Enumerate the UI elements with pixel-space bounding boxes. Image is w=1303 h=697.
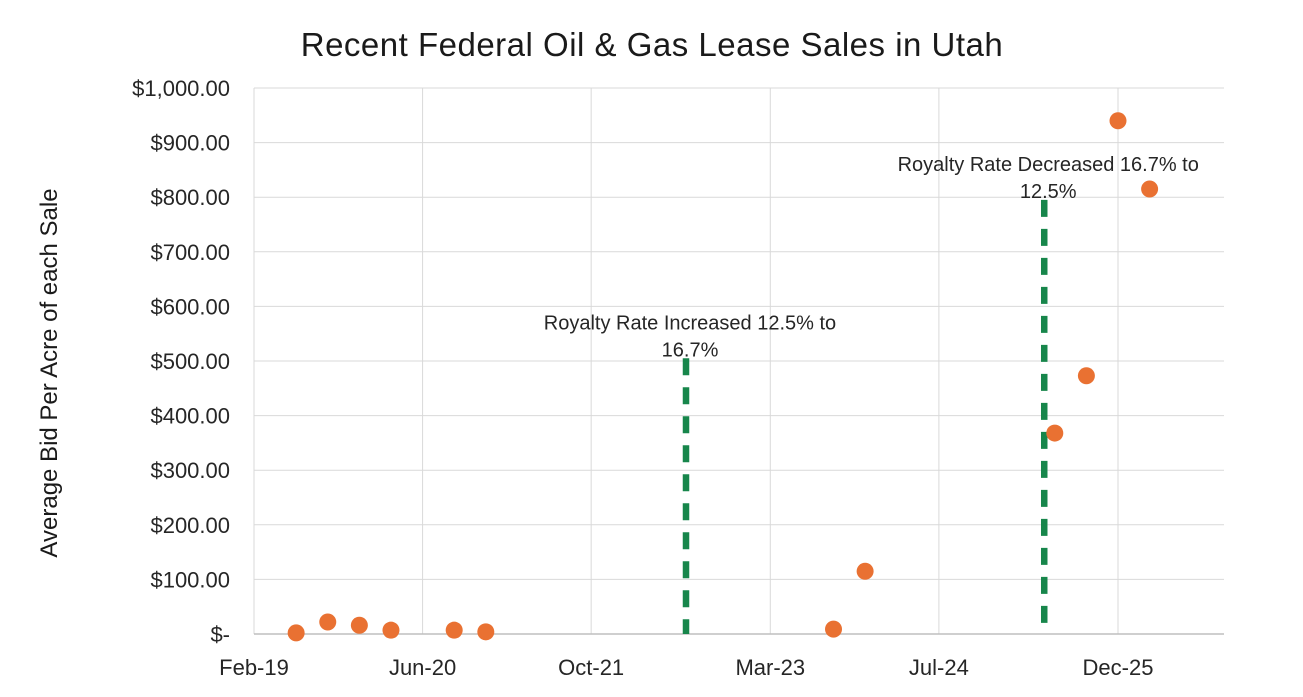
data-point bbox=[856, 562, 874, 580]
annotation-text-line1: Royalty Rate Decreased 16.7% to bbox=[898, 154, 1199, 176]
y-tick-label: $800.00 bbox=[150, 185, 230, 210]
x-tick-label: Oct-21 bbox=[558, 655, 624, 680]
data-point bbox=[445, 621, 463, 639]
y-tick-label: $700.00 bbox=[150, 240, 230, 265]
data-point bbox=[477, 623, 495, 641]
x-tick-label: Feb-19 bbox=[219, 655, 289, 680]
y-tick-label: $200.00 bbox=[150, 513, 230, 538]
x-tick-label: Jul-24 bbox=[909, 655, 969, 680]
y-tick-label: $300.00 bbox=[150, 458, 230, 483]
annotation-text-line2: 12.5% bbox=[1020, 181, 1077, 203]
x-tick-labels: Feb-19 Jun-20 Oct-21 Mar-23 Jul-24 Dec-25 bbox=[219, 655, 1153, 680]
data-point bbox=[1077, 367, 1095, 385]
x-tick-label: Mar-23 bbox=[735, 655, 805, 680]
y-tick-label: $400.00 bbox=[150, 404, 230, 429]
annotation-text-line2: 16.7% bbox=[662, 339, 719, 361]
annotation-lines bbox=[682, 199, 1048, 634]
x-tick-label: Dec-25 bbox=[1083, 655, 1154, 680]
y-axis-title: Average Bid Per Acre of each Sale bbox=[36, 188, 63, 557]
chart-title: Recent Federal Oil & Gas Lease Sales in … bbox=[301, 26, 1004, 63]
y-tick-label: $- bbox=[210, 622, 230, 647]
x-gridlines bbox=[253, 88, 1119, 634]
y-tick-label: $900.00 bbox=[150, 131, 230, 156]
data-point bbox=[287, 624, 305, 642]
x-tick-label: Jun-20 bbox=[389, 655, 456, 680]
annotation-text-line1: Royalty Rate Increased 12.5% to bbox=[544, 312, 836, 334]
y-tick-label: $500.00 bbox=[150, 349, 230, 374]
y-gridlines bbox=[254, 87, 1224, 580]
data-point bbox=[382, 621, 400, 639]
y-tick-labels: $- $100.00 $200.00 $300.00 $400.00 $500.00 $60… bbox=[132, 76, 230, 647]
annotation-labels: Royalty Rate Increased 12.5% to 16.7% Roya… bbox=[544, 154, 1199, 361]
data-point bbox=[1109, 112, 1127, 130]
data-point bbox=[825, 620, 843, 638]
data-point bbox=[319, 613, 337, 631]
y-tick-label: $600.00 bbox=[150, 294, 230, 319]
y-tick-label: $1,000.00 bbox=[132, 76, 230, 101]
data-point bbox=[1141, 180, 1159, 198]
data-point bbox=[350, 616, 368, 634]
data-points bbox=[287, 112, 1159, 642]
data-point bbox=[1046, 424, 1064, 442]
y-tick-label: $100.00 bbox=[150, 567, 230, 592]
